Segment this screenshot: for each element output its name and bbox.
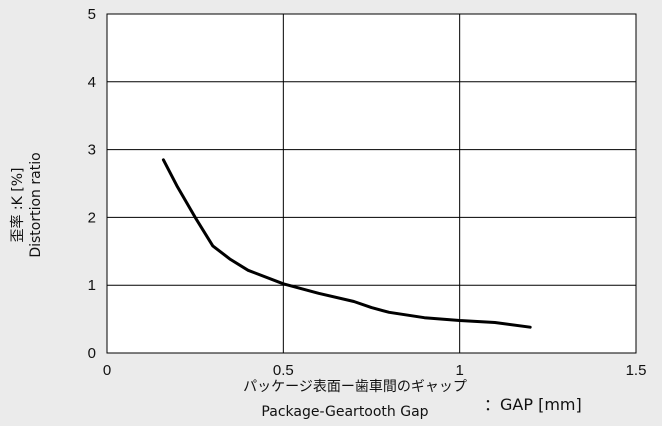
y-tick-label: 4 [88, 74, 96, 91]
y-tick-label: 0 [88, 345, 96, 362]
x-tick-label: 0 [103, 362, 111, 379]
x-axis-unit-label: ：GAP [mm] [484, 395, 582, 414]
y-tick-label: 3 [88, 142, 96, 159]
x-tick-label: 0.5 [273, 362, 294, 379]
y-axis-label-jp: 歪率 :K [%] [9, 167, 26, 242]
y-tick-label: 2 [88, 209, 96, 226]
y-tick-label: 5 [88, 6, 96, 23]
distortion-series-line [161, 158, 532, 329]
plot-frame [106, 13, 637, 354]
x-tick-label: 1 [455, 362, 463, 379]
tick-labels: 0 1 2 3 4 5 0 0.5 1 1.5 [88, 6, 647, 379]
x-axis-label-jp: パッケージ表面ー歯車間のギャップ [243, 378, 467, 395]
y-tick-label: 1 [88, 277, 96, 294]
x-axis-label-en: Package-Geartooth Gap [261, 404, 428, 420]
x-tick-label: 1.5 [626, 362, 647, 379]
y-axis-label-en: Distortion ratio [28, 152, 44, 257]
plot-area [107, 14, 636, 353]
